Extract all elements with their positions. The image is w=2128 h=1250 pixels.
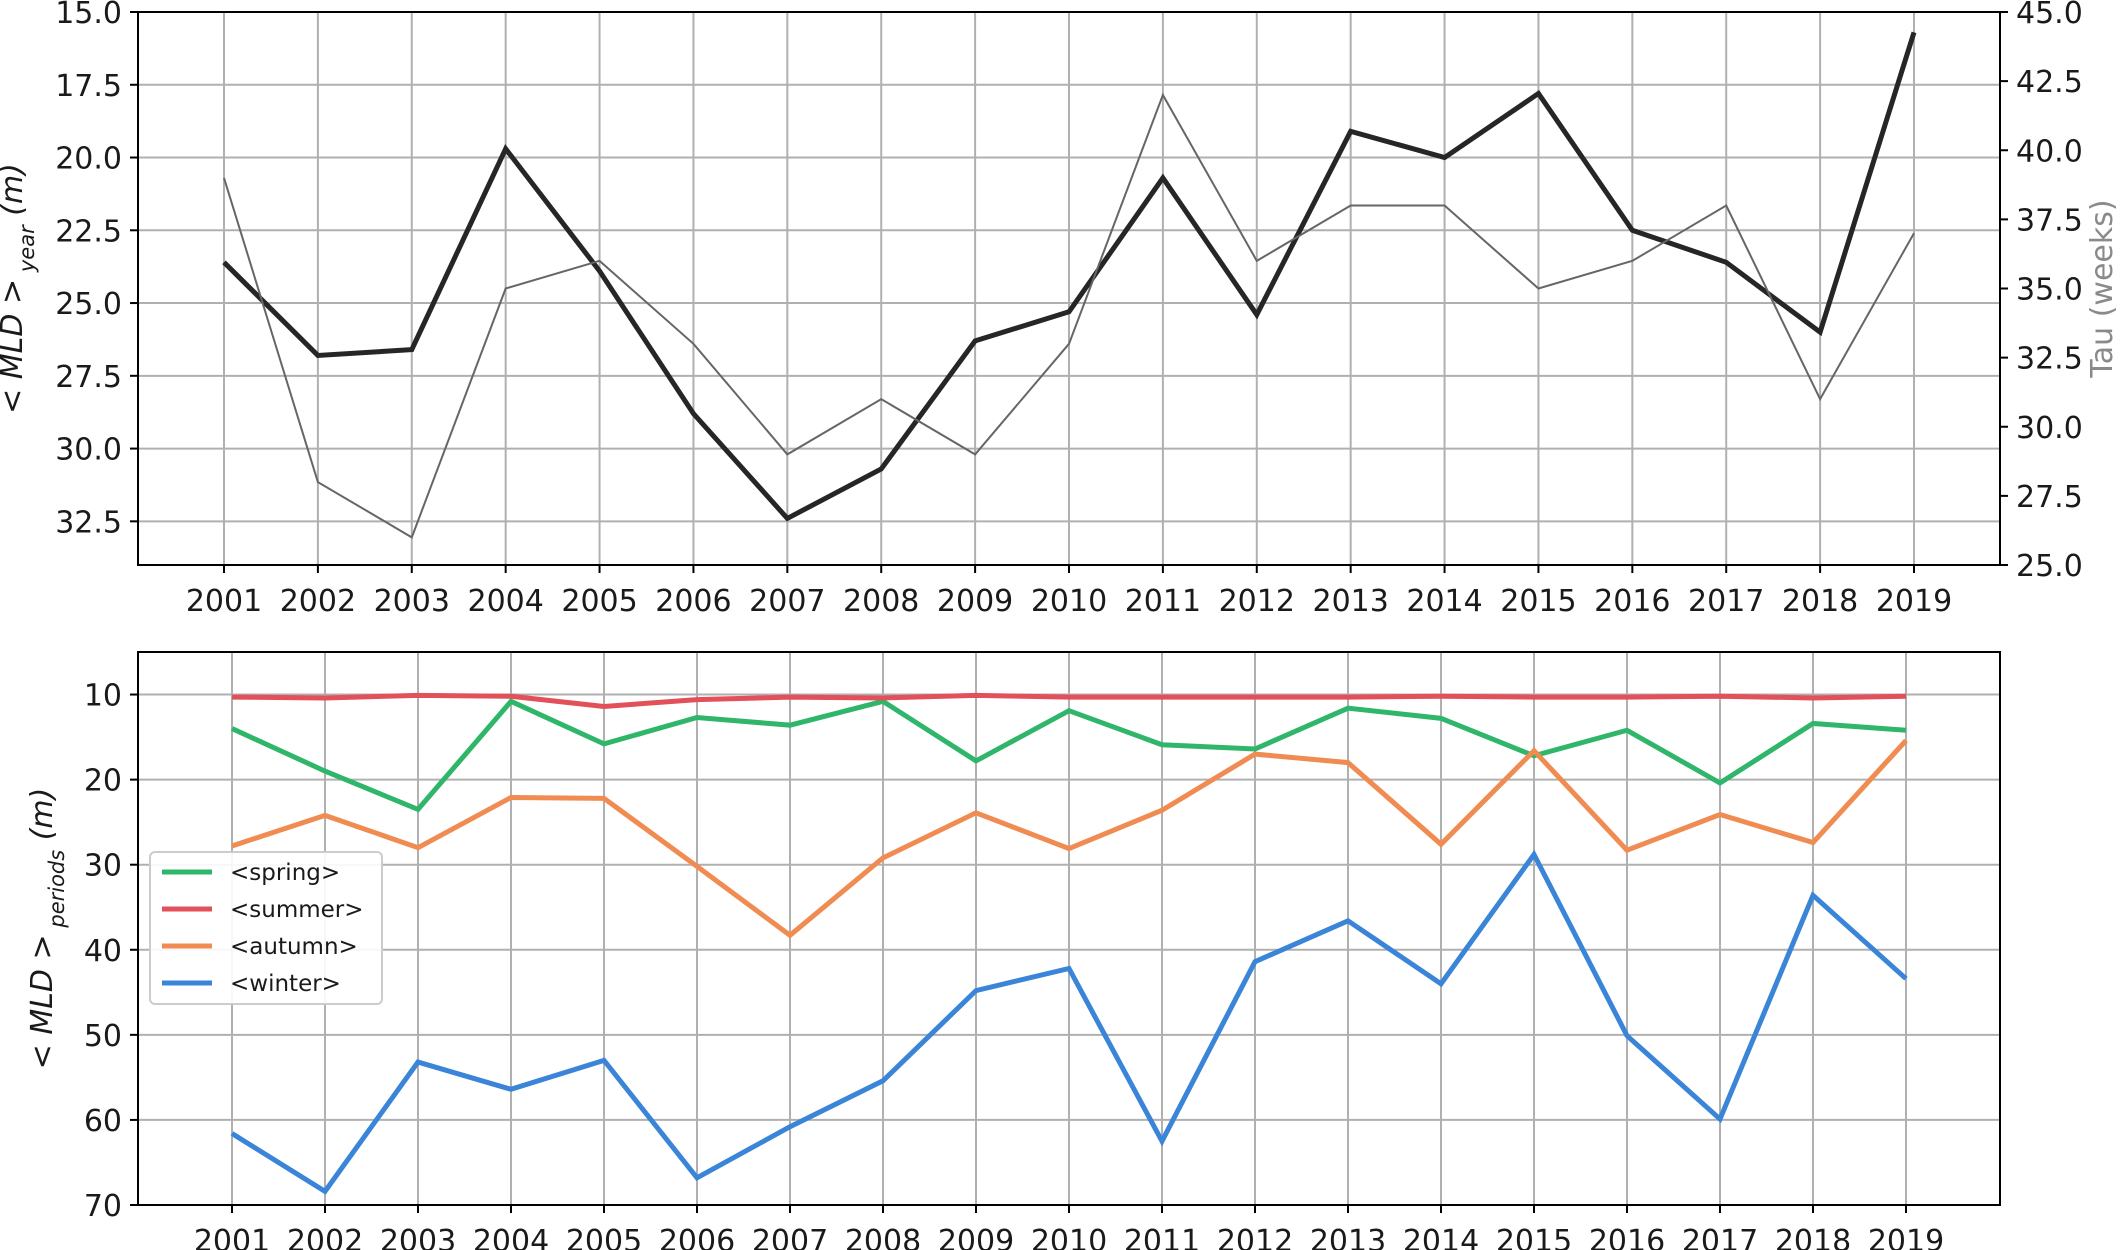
y-axis-label-sub: periods [45, 850, 69, 935]
series-line-autumn [231, 738, 1908, 939]
y-axis-label-right: Tau (weeks) [2085, 199, 2120, 378]
y-axis-label-left: < MLD > year (m) [0, 163, 39, 414]
legend-label: <summer> [230, 897, 364, 923]
x-tick-label: 2003 [380, 1224, 456, 1250]
series-line-winter [230, 849, 1908, 1195]
y-tick-label-right: 25.0 [2016, 549, 2083, 584]
y-tick-label-left: 25.0 [55, 287, 122, 322]
x-tick-label: 2011 [1124, 1224, 1200, 1250]
y-tick-label: 40 [84, 934, 122, 969]
legend-label: <winter> [230, 971, 341, 997]
x-tick-label: 2001 [194, 1224, 270, 1250]
y-tick-label: 50 [84, 1019, 122, 1054]
x-tick-label: 2003 [374, 584, 450, 619]
x-tick-label: 2004 [467, 584, 543, 619]
tau-line [223, 92, 1915, 539]
x-tick-label: 2006 [659, 1224, 735, 1250]
y-tick-label-right: 32.5 [2016, 342, 2083, 377]
series-line-summer [231, 692, 1907, 709]
x-tick-label: 2013 [1312, 584, 1388, 619]
y-tick-label-right: 30.0 [2016, 411, 2083, 446]
x-tick-label: 2014 [1403, 1224, 1479, 1250]
y-axis-label-main: < MLD > [0, 279, 30, 414]
x-tick-label: 2012 [1217, 1224, 1293, 1250]
x-tick-label: 2010 [1031, 1224, 1107, 1250]
x-tick-label: 2016 [1589, 1224, 1665, 1250]
y-tick-label-left: 30.0 [55, 433, 122, 468]
x-tick-label: 2019 [1868, 1224, 1944, 1250]
x-tick-label: 2014 [1406, 584, 1482, 619]
x-tick-label: 2019 [1876, 584, 1952, 619]
x-tick-label: 2017 [1682, 1224, 1758, 1250]
series-line-spring [230, 698, 1907, 813]
y-tick-label-left: 15.0 [55, 0, 122, 31]
x-tick-label: 2007 [752, 1224, 828, 1250]
x-tick-label: 2005 [561, 584, 637, 619]
x-tick-label: 2013 [1310, 1224, 1386, 1250]
annual-mld-tau-chart: 2001 2002 2003 2004 2005 2006 2007 2008 2009 2010… [0, 0, 2120, 619]
x-tick-label: 2011 [1125, 584, 1201, 619]
y-tick-label: 10 [84, 679, 122, 714]
y-tick-label-right: 42.5 [2016, 65, 2083, 100]
x-tick-label: 2005 [566, 1224, 642, 1250]
x-tick-label: 2008 [843, 584, 919, 619]
x-tick-label: 2018 [1775, 1224, 1851, 1250]
x-tick-label: 2006 [655, 584, 731, 619]
x-tick-label: 2012 [1219, 584, 1295, 619]
y-tick-label-right: 35.0 [2016, 273, 2083, 308]
x-tick-label: 2001 [186, 584, 262, 619]
mld-year-line [222, 31, 1917, 522]
y-axis-label-unit: (m) [0, 163, 30, 225]
x-tick-label: 2015 [1496, 1224, 1572, 1250]
x-tick-label: 2002 [280, 584, 356, 619]
y-tick-label: 70 [84, 1189, 122, 1224]
x-tick-label: 2010 [1031, 584, 1107, 619]
y-axis-label-unit: (m) [25, 788, 60, 850]
x-tick-label: 2016 [1594, 584, 1670, 619]
y-tick-label-right: 40.0 [2016, 134, 2083, 169]
y-axis-label: < MLD > periods (m) [25, 788, 69, 1070]
x-tick-label: 2015 [1500, 584, 1576, 619]
seasonal-mld-chart: 2001 2002 2003 2004 2005 2006 2007 2008 2009 2010… [25, 651, 2001, 1250]
x-tick-label: 2002 [287, 1224, 363, 1250]
y-tick-label-right: 37.5 [2016, 203, 2083, 238]
legend: <spring> <summer> <autumn> <winter> [149, 851, 383, 1005]
y-axis-label-sub: year [15, 224, 39, 279]
legend-box [149, 851, 383, 1005]
legend-label: <spring> [230, 860, 340, 886]
x-tick-label: 2009 [938, 1224, 1014, 1250]
y-tick-label-right: 45.0 [2016, 0, 2083, 31]
x-tick-label: 2008 [845, 1224, 921, 1250]
x-tick-label: 2004 [473, 1224, 549, 1250]
legend-label: <autumn> [230, 934, 358, 960]
y-tick-label-left: 27.5 [55, 360, 122, 395]
x-tick-label: 2009 [937, 584, 1013, 619]
y-tick-label-left: 32.5 [55, 505, 122, 540]
y-tick-label-left: 22.5 [55, 214, 122, 249]
y-tick-label-right: 27.5 [2016, 480, 2083, 515]
y-tick-label: 20 [84, 764, 122, 799]
y-tick-label: 60 [84, 1104, 122, 1139]
y-tick-label-left: 17.5 [55, 69, 122, 104]
y-tick-label: 30 [84, 849, 122, 884]
y-axis-label-main: < MLD > [25, 934, 60, 1069]
x-tick-label: 2007 [749, 584, 825, 619]
x-tick-label: 2017 [1688, 584, 1764, 619]
x-tick-label: 2018 [1782, 584, 1858, 619]
y-tick-label-left: 20.0 [55, 142, 122, 177]
